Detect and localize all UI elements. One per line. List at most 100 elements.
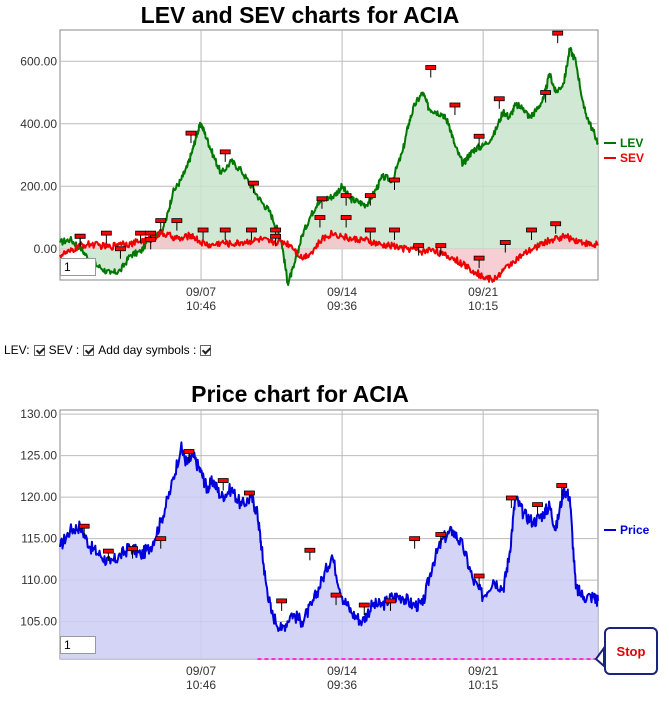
lev-ytick-label: 200.00: [20, 179, 57, 193]
price-ytick-label: 125.00: [20, 449, 57, 463]
day-symbol-flag: [197, 227, 209, 233]
lev-xtick-date: 09/14: [327, 285, 357, 299]
day-symbol-flag: [413, 243, 425, 249]
day-symbol-flag: [505, 495, 517, 501]
lev-fills: [60, 47, 598, 286]
price-fills: [60, 442, 598, 659]
day-symbol-flag: [389, 177, 400, 183]
day-symbol-flag: [78, 523, 90, 529]
day-symbol-flag: [340, 215, 352, 220]
sev-checkbox[interactable]: [83, 344, 95, 356]
day-symbol-flag: [185, 130, 197, 136]
lev-xtick-date: 09/21: [468, 285, 498, 299]
day-symbol-flag: [248, 180, 259, 186]
day-symbol-flag: [473, 133, 485, 139]
price-xtick-time: 10:46: [186, 678, 216, 692]
day-symbol-flag: [340, 193, 352, 199]
day-symbol-flag: [526, 227, 537, 233]
legend-label-price: Price: [620, 523, 650, 537]
lev-ytick-label: 600.00: [20, 54, 57, 68]
price-xtick-time: 10:15: [468, 678, 498, 692]
price-markers: [78, 449, 568, 616]
day-symbol-flag: [276, 598, 288, 604]
lev-toggle-label: LEV:: [4, 343, 30, 357]
legend-label-lev: LEV: [620, 136, 643, 150]
day-symbol-flag: [171, 218, 183, 224]
stop-callout: Stop: [604, 627, 658, 675]
day-symbol-flag: [552, 30, 564, 36]
lev-markers: [74, 30, 564, 269]
lev-ytick-label: 0.00: [34, 242, 58, 256]
day-symbols-label: Add day symbols :: [98, 343, 197, 357]
day-symbol-flag: [364, 227, 376, 233]
day-symbol-flag: [358, 602, 370, 608]
day-symbol-flag: [493, 96, 505, 102]
lev-ytick-label: 400.00: [20, 117, 57, 131]
price-lines: [59, 441, 599, 632]
series-fill-lev: [60, 47, 598, 286]
day-symbol-flag: [217, 478, 229, 483]
lev-period-input[interactable]: 1: [60, 258, 96, 276]
price-legend: Price: [604, 523, 650, 537]
series-line-price: [59, 441, 599, 632]
day-symbol-flag: [540, 90, 552, 95]
day-symbol-flag: [435, 243, 447, 249]
day-symbol-flag: [155, 536, 167, 542]
day-symbol-flag: [425, 65, 437, 70]
price-chart-title: Price chart for ACIA: [191, 381, 409, 407]
day-symbol-flag: [532, 502, 543, 508]
day-symbol-flag: [155, 218, 167, 224]
lev-xtick-time: 09:36: [327, 299, 357, 313]
lev-xtick-time: 10:46: [186, 299, 216, 313]
day-symbol-flag: [246, 227, 257, 233]
day-symbol-flag: [219, 149, 231, 155]
price-xtick-date: 09/14: [327, 664, 357, 678]
series-toggle-controls: LEV: SEV : Add day symbols :: [4, 343, 212, 357]
price-xtick-date: 09/21: [468, 664, 498, 678]
price-ytick-label: 105.00: [20, 615, 57, 629]
day-symbol-flag: [100, 230, 112, 236]
series-fill-price: [60, 442, 598, 659]
legend-label-sev: SEV: [620, 151, 644, 165]
day-symbol-flag: [304, 547, 316, 553]
day-symbol-flag: [244, 490, 255, 496]
series-line-lev: [59, 46, 599, 286]
day-symbol-flag: [145, 236, 157, 242]
day-symbol-flag: [74, 233, 86, 239]
price-ytick-label: 130.00: [20, 407, 57, 421]
day-symbol-flag: [127, 546, 138, 552]
day-symbol-flag: [270, 233, 282, 239]
day-symbol-flag: [316, 196, 328, 202]
day-symbol-flag: [389, 227, 400, 233]
day-symbol-flag: [550, 221, 562, 227]
day-symbol-flag: [473, 255, 485, 261]
lev-checkbox[interactable]: [33, 344, 45, 356]
price-xtick-date: 09/07: [186, 664, 216, 678]
lev-chart-title: LEV and SEV charts for ACIA: [140, 2, 460, 28]
day-symbol-flag: [314, 215, 326, 220]
price-period-input[interactable]: 1: [60, 636, 96, 654]
day-symbol-flag: [449, 102, 461, 108]
price-xtick-time: 09:36: [327, 678, 357, 692]
series-fill-sev: [60, 230, 598, 282]
day-symbol-flag: [183, 449, 195, 454]
day-symbol-flag: [409, 536, 421, 542]
day-symbol-flag: [435, 532, 447, 537]
day-symbol-flag: [270, 227, 282, 233]
lev-xtick-date: 09/07: [186, 285, 216, 299]
day-symbol-flag: [385, 598, 396, 604]
day-symbol-flag: [330, 592, 342, 598]
lev-xtick-time: 10:15: [468, 299, 498, 313]
price-ticks: 105.00 110.00 115.00 120.00 125.00 130.00 09/0…: [20, 407, 498, 692]
sev-toggle-label: SEV :: [48, 343, 80, 357]
day-symbols-checkbox[interactable]: [200, 344, 212, 356]
day-symbol-flag: [102, 548, 114, 554]
day-symbol-flag: [115, 246, 126, 252]
day-symbol-flag: [499, 240, 511, 245]
day-symbol-flag: [556, 483, 568, 488]
day-symbol-flag: [364, 193, 376, 199]
